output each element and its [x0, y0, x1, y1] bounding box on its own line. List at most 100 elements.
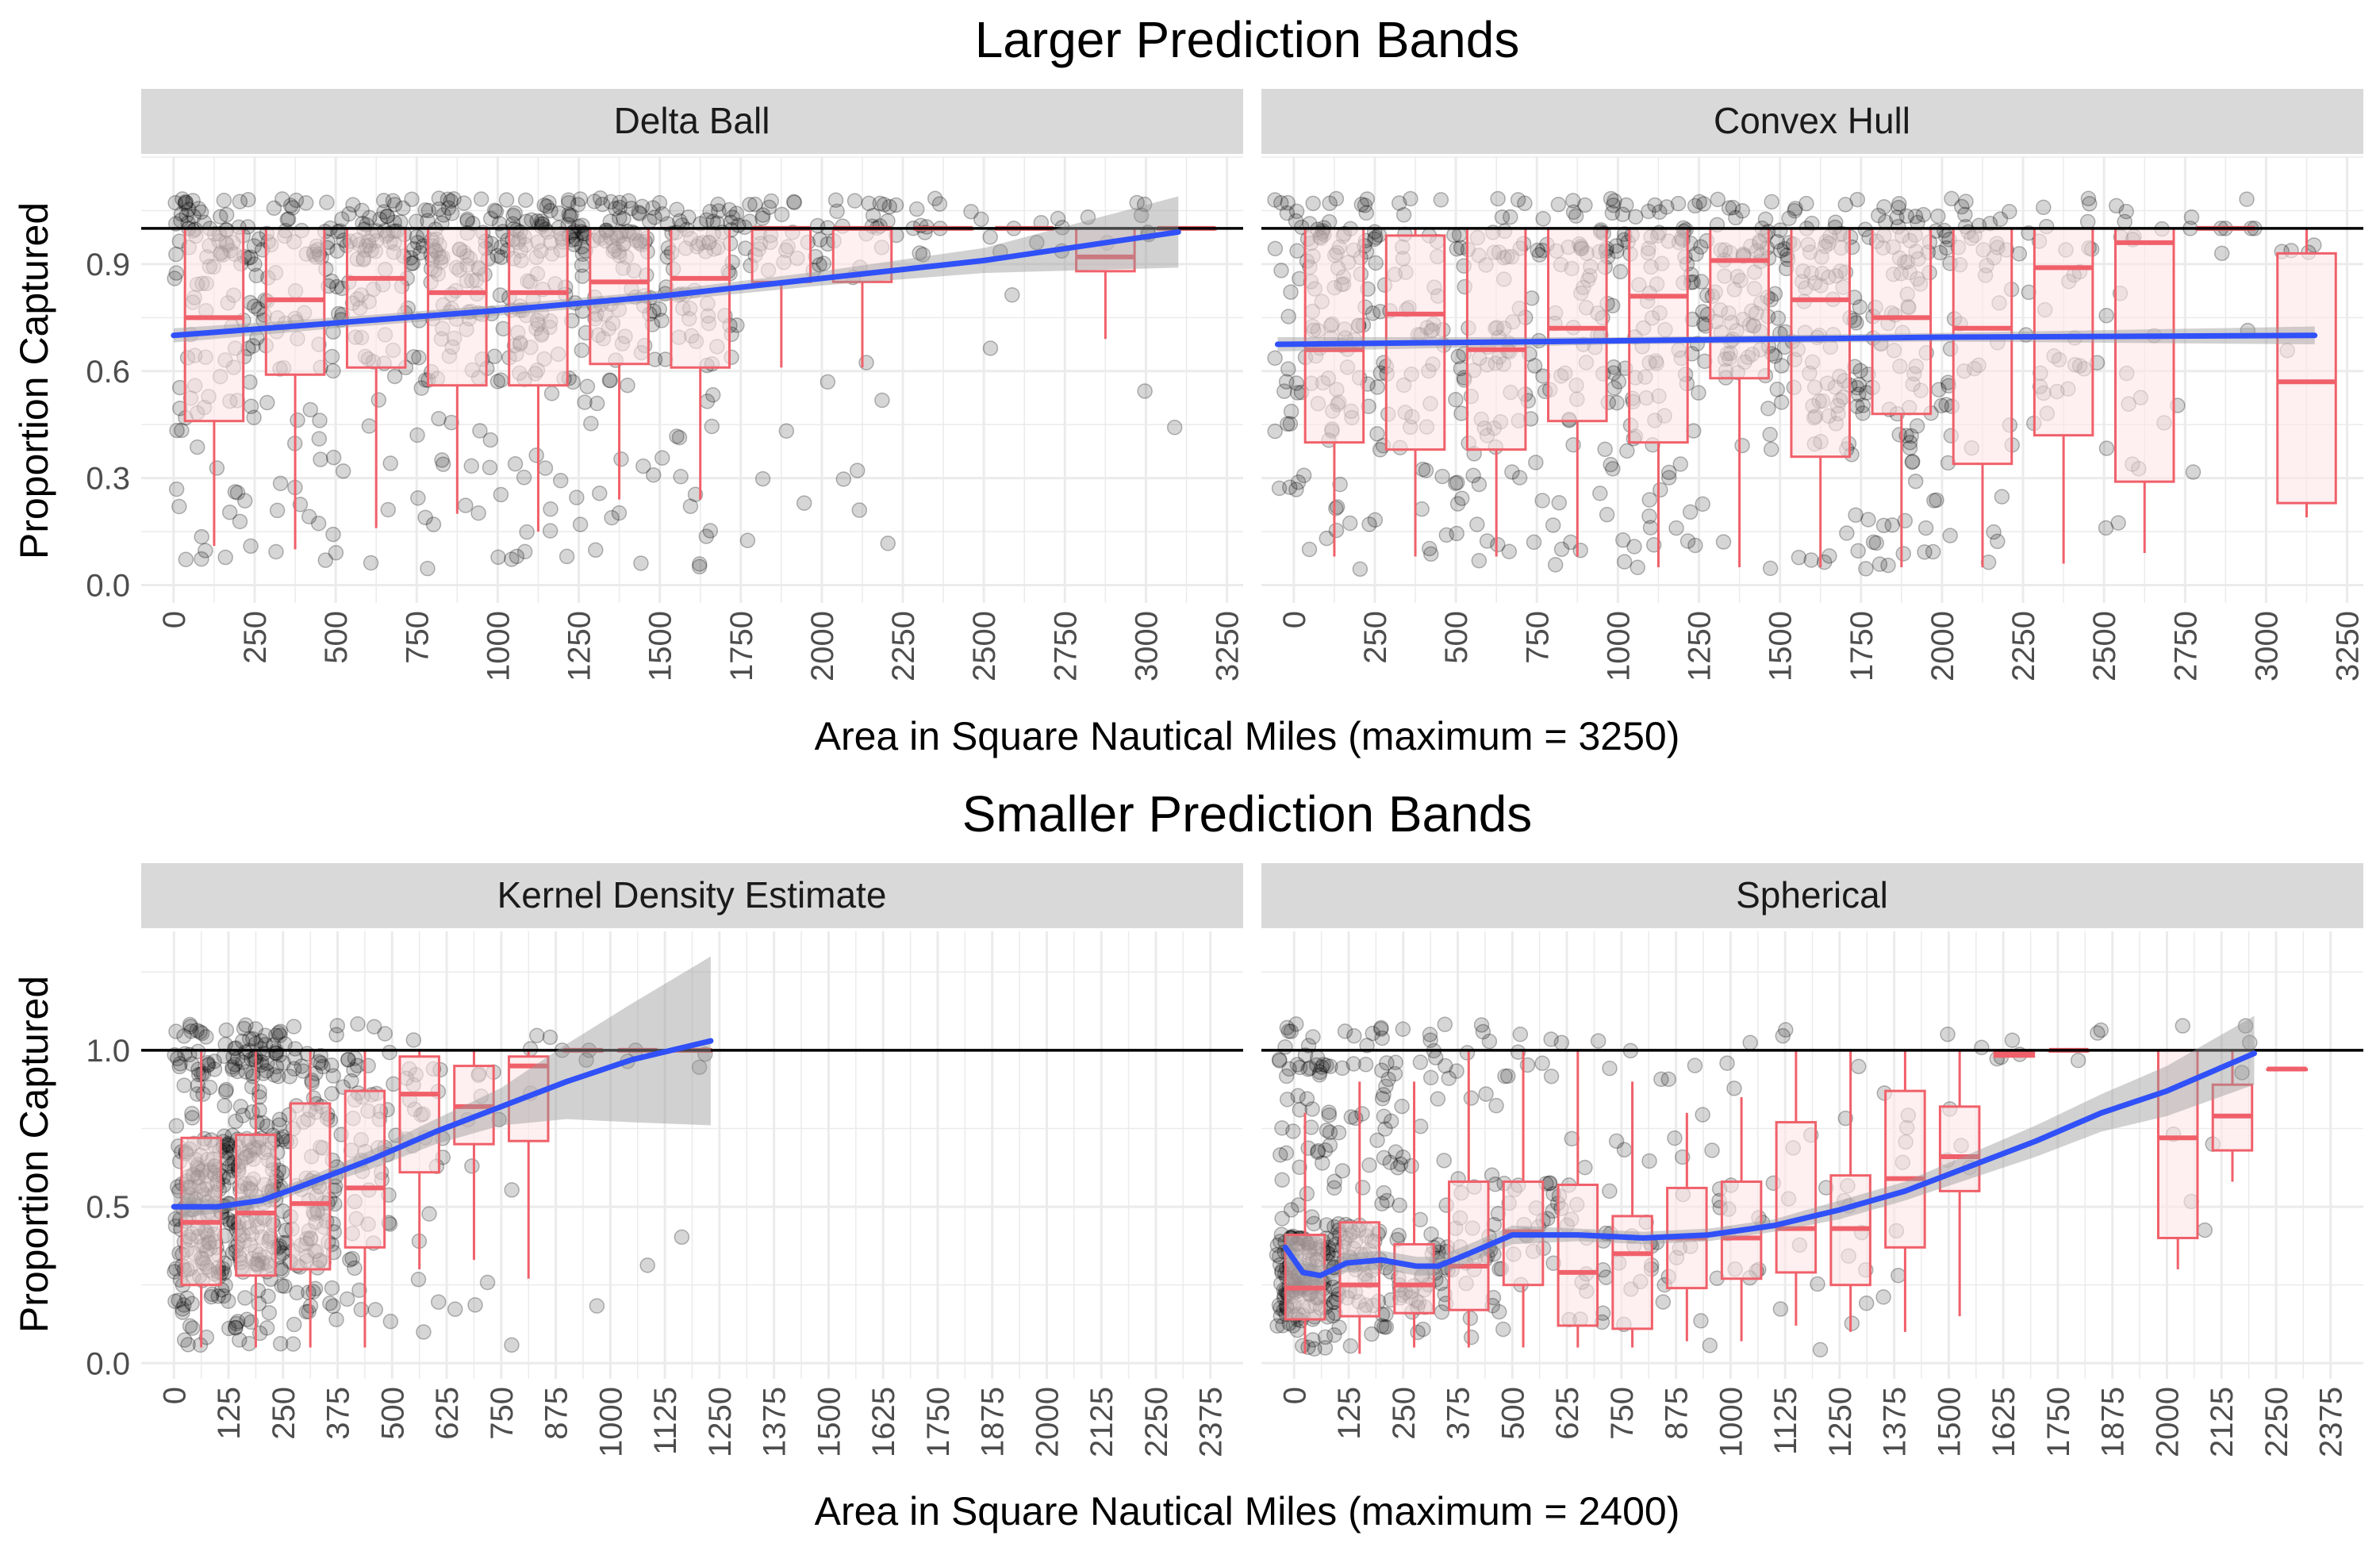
x-axis-title-larger: Area in Square Nautical Miles (maximum =…: [815, 714, 1680, 758]
scatter-point: [1280, 361, 1296, 377]
scatter-point: [1734, 437, 1750, 454]
scatter-point: [1453, 360, 1469, 377]
boxplot: [453, 1050, 495, 1261]
scatter-point: [244, 1031, 261, 1047]
scatter-point: [436, 207, 451, 223]
boxplot: [1628, 227, 1689, 568]
scatter-point: [1957, 206, 1973, 223]
scatter-point: [1904, 454, 1921, 470]
scatter-point: [1855, 397, 1871, 413]
scatter-point: [612, 209, 628, 226]
scatter-point: [2197, 1222, 2213, 1238]
scatter-point: [1728, 209, 1744, 226]
scatter-point: [1504, 464, 1520, 480]
scatter-point: [1695, 304, 1711, 320]
scatter-point: [217, 549, 233, 566]
scatter-point: [589, 395, 605, 412]
scatter-point: [509, 548, 525, 565]
scatter-point: [728, 205, 745, 221]
scatter-point: [2239, 191, 2255, 207]
scatter-point: [1136, 196, 1153, 213]
scatter-point: [552, 472, 569, 489]
scatter-point: [324, 1085, 340, 1102]
scatter-point: [1773, 243, 1789, 259]
scatter-point: [1448, 392, 1464, 408]
box-iqr: [1465, 227, 1527, 451]
scatter-point: [1610, 374, 1627, 390]
x-tick-label: 0: [1277, 1387, 1312, 1404]
x-tick-label: 0: [1277, 611, 1312, 628]
scatter-point: [1503, 209, 1518, 225]
scatter-point: [1267, 350, 1283, 367]
scatter-point: [1449, 241, 1465, 257]
scatter-point: [612, 194, 628, 211]
scatter-point: [1907, 209, 1924, 225]
scatter-point: [1772, 1301, 1789, 1317]
scatter-point: [682, 498, 699, 514]
scatter-point: [232, 1332, 248, 1348]
scatter-point: [1563, 534, 1579, 551]
box-iqr: [180, 1136, 222, 1287]
scatter-point: [386, 368, 403, 385]
scatter-point: [612, 199, 628, 216]
scatter-point: [1278, 1068, 1295, 1084]
scatter-point: [467, 1297, 483, 1313]
scatter-point: [171, 1058, 187, 1075]
scatter-point: [1770, 310, 1787, 326]
x-tick-label: 875: [539, 1387, 574, 1440]
box-iqr: [1790, 227, 1851, 459]
x-tick-label: 2250: [1139, 1387, 1174, 1457]
scatter-point: [178, 194, 194, 210]
x-tick-label: 2250: [2259, 1387, 2294, 1457]
scatter-point: [416, 1324, 432, 1340]
scatter-point: [876, 197, 892, 213]
scatter-point: [1551, 494, 1567, 511]
scatter-point: [1781, 210, 1797, 227]
scatter-point: [1166, 420, 1183, 436]
scatter-point: [1387, 1065, 1403, 1082]
scatter-point: [1357, 1057, 1374, 1073]
scatter-point: [1693, 274, 1710, 290]
scatter-point: [172, 1056, 188, 1072]
x-tick-label: 2250: [886, 611, 921, 681]
scatter-point: [1484, 1167, 1500, 1183]
scatter-point: [230, 1314, 246, 1330]
scatter-point: [1619, 443, 1635, 459]
scatter-point: [559, 548, 575, 565]
scatter-point: [1471, 552, 1488, 569]
scatter-point: [339, 1291, 355, 1307]
scatter-point: [236, 493, 253, 509]
scatter-point: [755, 207, 771, 223]
scatter-point: [420, 202, 437, 219]
scatter-point: [1296, 467, 1312, 484]
scatter-point: [1848, 507, 1864, 524]
scatter-point: [1884, 517, 1900, 533]
box-iqr: [1952, 227, 2013, 466]
scatter-point: [2213, 245, 2230, 262]
scatter-point: [2079, 213, 2096, 230]
scatter-point: [702, 203, 718, 220]
scatter-point: [601, 372, 618, 389]
scatter-point: [1974, 1039, 1990, 1056]
scatter-point: [529, 1027, 545, 1044]
scatter-point: [1329, 499, 1345, 515]
scatter-point: [1541, 1175, 1558, 1191]
scatter-point: [492, 287, 509, 303]
scatter-point: [313, 1047, 328, 1064]
scatter-point: [1936, 222, 1952, 239]
scatter-point: [1938, 397, 1954, 413]
scatter-point: [579, 378, 596, 394]
scatter-point: [691, 559, 708, 575]
scatter-point: [1354, 1180, 1371, 1196]
scatter-point: [1278, 374, 1295, 390]
scatter-point: [963, 203, 979, 220]
scatter-point: [616, 210, 631, 227]
scatter-point: [269, 502, 286, 519]
strip-background: [141, 863, 1243, 928]
scatter-point: [1767, 286, 1783, 302]
scatter-point: [310, 516, 327, 532]
scatter-point: [1423, 546, 1439, 562]
x-tick-label: 750: [1605, 1387, 1640, 1440]
boxplot: [1303, 227, 1365, 557]
scatter-point: [1317, 1329, 1334, 1345]
